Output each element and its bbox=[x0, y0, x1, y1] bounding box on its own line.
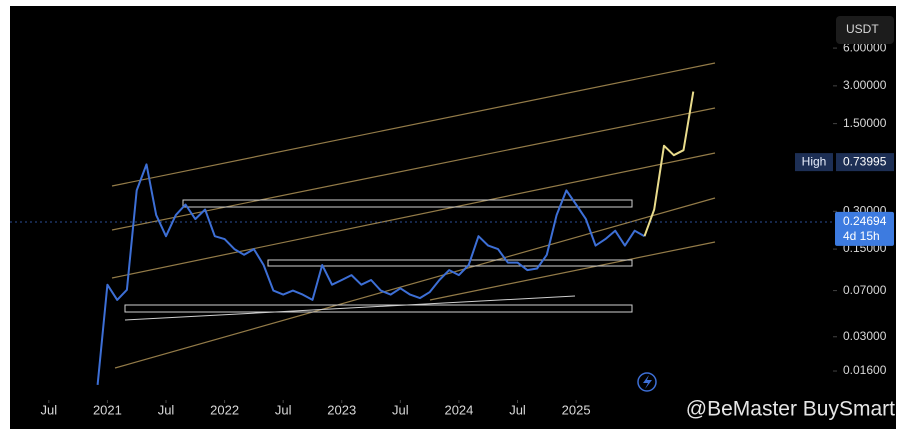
trend-line bbox=[124, 295, 576, 321]
x-tick-label: 2023 bbox=[327, 402, 356, 417]
x-tick-label: 2025 bbox=[562, 402, 591, 417]
range-box bbox=[267, 259, 633, 267]
watermark: @BeMaster BuySmart bbox=[686, 398, 895, 421]
x-tick-label: Jul bbox=[275, 402, 292, 417]
plot bbox=[96, 91, 695, 385]
channel-line bbox=[111, 62, 716, 187]
last-price-box bbox=[835, 211, 894, 246]
currency: USDT bbox=[846, 22, 879, 36]
high-value: 0.73995 bbox=[843, 154, 887, 168]
channel-line bbox=[429, 241, 716, 301]
y-tick-label: 1.50000 bbox=[843, 116, 887, 130]
x-tick-label: Jul bbox=[392, 402, 409, 417]
high-name: High bbox=[802, 154, 827, 168]
countdown: 4d 15h bbox=[843, 229, 880, 243]
channel-line bbox=[111, 152, 716, 279]
chart-background bbox=[10, 6, 896, 429]
icon-bolt bbox=[643, 375, 652, 389]
high-name-box bbox=[795, 153, 833, 172]
y-tick-label: 3.00000 bbox=[843, 78, 887, 92]
range-boxes bbox=[124, 199, 633, 321]
x-tick-label: 2022 bbox=[210, 402, 239, 417]
high-value-box bbox=[836, 153, 894, 172]
x-tick-label: Jul bbox=[509, 402, 526, 417]
channel-lines bbox=[111, 62, 716, 369]
currency-box bbox=[836, 16, 894, 44]
range-box bbox=[182, 199, 633, 208]
last-price: 0.24694 bbox=[843, 214, 887, 228]
x-tick-label: Jul bbox=[158, 402, 175, 417]
x-tick-label: 2024 bbox=[444, 402, 473, 417]
price-line bbox=[643, 91, 695, 237]
channel-line bbox=[111, 107, 716, 231]
y-tick-label: 0.07000 bbox=[843, 283, 887, 297]
x-tick-label: 2021 bbox=[93, 402, 122, 417]
price-line bbox=[96, 163, 645, 385]
range-box bbox=[124, 304, 633, 313]
channel-line bbox=[114, 197, 716, 369]
x-tick-label: Jul bbox=[41, 402, 58, 417]
y-tick-label: 0.01600 bbox=[843, 363, 887, 377]
y-tick-label: 0.03000 bbox=[843, 329, 887, 343]
icon bbox=[637, 372, 657, 392]
